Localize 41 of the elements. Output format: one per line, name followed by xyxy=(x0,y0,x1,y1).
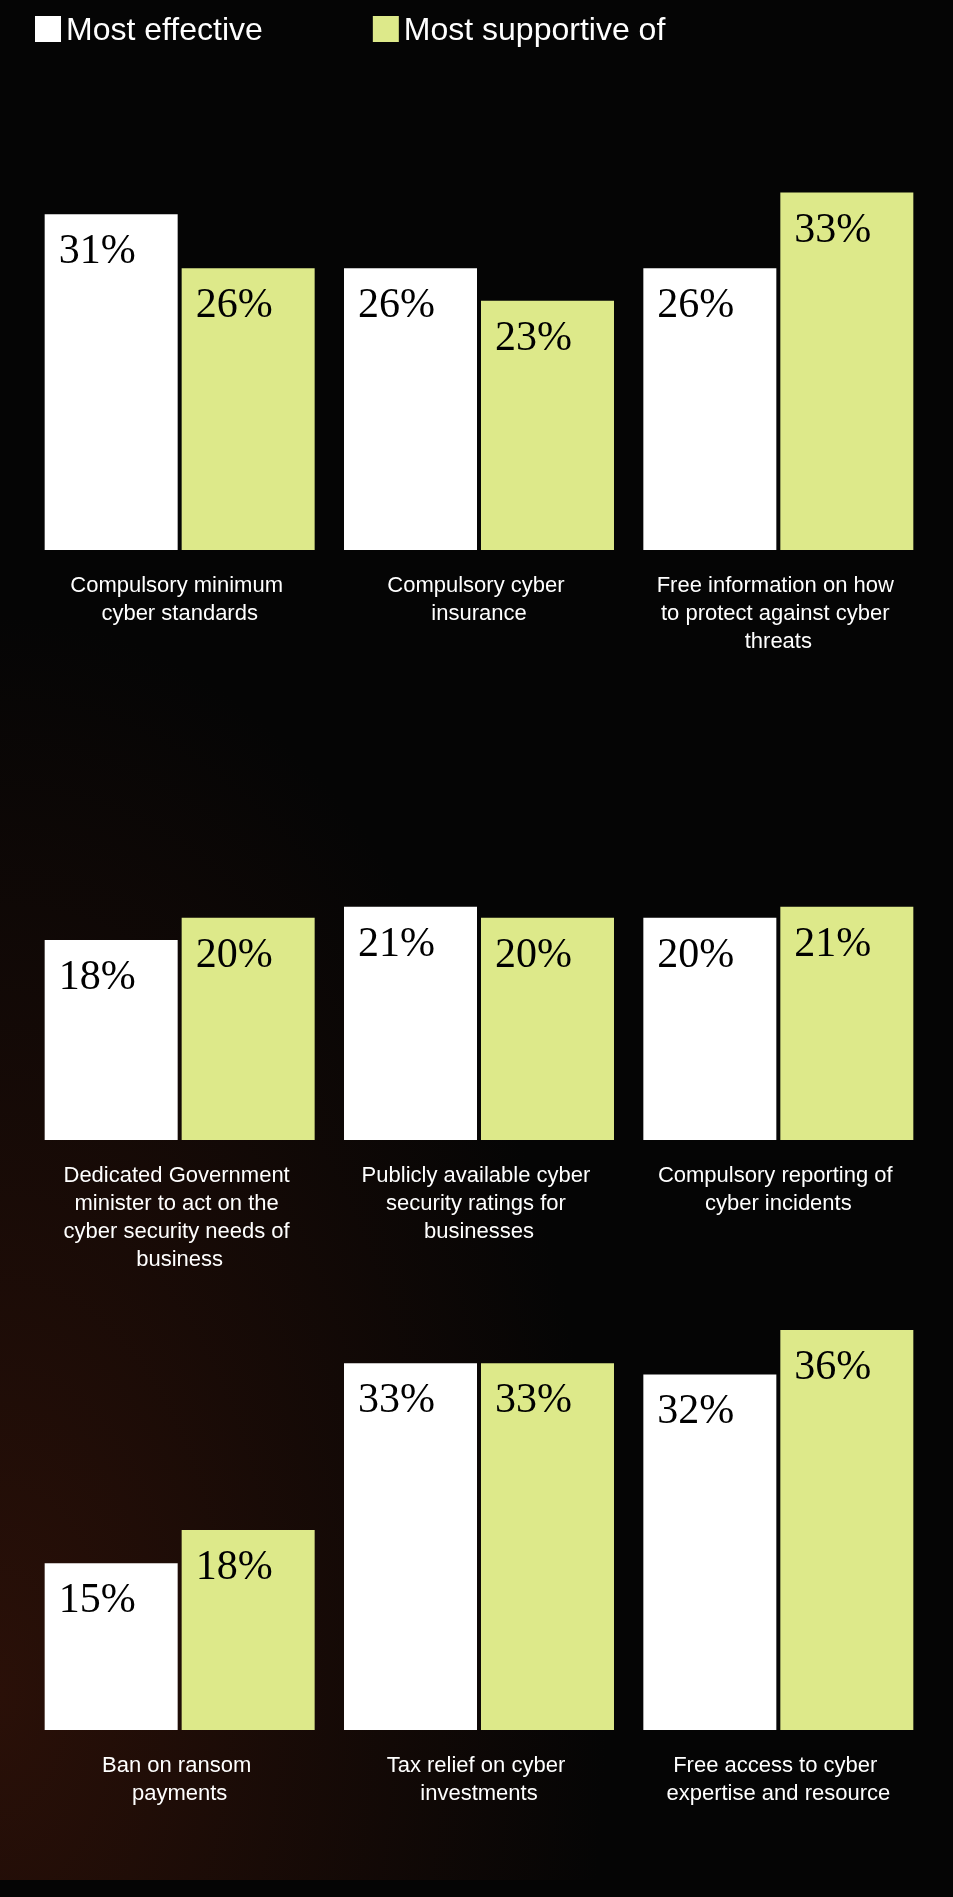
x-tick-label: Dedicated Government minister to act on the cyber security needs of business xyxy=(63,1161,296,1271)
bar xyxy=(481,1363,614,1730)
bar xyxy=(481,300,614,550)
legend-label: Most supportive of xyxy=(403,11,666,47)
data-label: 18% xyxy=(58,952,136,998)
data-label: 36% xyxy=(794,1342,872,1388)
data-label: 33% xyxy=(358,1375,436,1422)
data-label: 20% xyxy=(195,929,273,976)
data-label: 15% xyxy=(58,1575,136,1622)
x-tick-label: Tax relief on cyber investments xyxy=(386,1751,572,1805)
bar xyxy=(643,268,777,550)
bar xyxy=(780,192,914,550)
x-tick-label: Compulsory reporting of cyber incidents xyxy=(657,1161,899,1215)
data-label: 32% xyxy=(657,1386,735,1433)
data-label: 33% xyxy=(494,1375,572,1422)
bar xyxy=(181,268,315,550)
bar xyxy=(643,1374,777,1730)
x-tick-label: Compulsory cyber insurance xyxy=(387,571,571,625)
data-label: 26% xyxy=(657,280,735,327)
x-tick-label: Compulsory minimum cyber standards xyxy=(70,571,290,625)
bar xyxy=(344,268,478,550)
x-tick-label: Free information on how to protect against cyber threats xyxy=(656,571,901,653)
data-label: 18% xyxy=(195,1542,273,1588)
data-label: 31% xyxy=(58,226,136,273)
bar xyxy=(780,1330,914,1730)
x-tick-label: Ban on ransom payments xyxy=(102,1751,258,1805)
bar xyxy=(181,1530,315,1730)
data-label: 21% xyxy=(358,918,436,965)
x-tick-label: Publicly available cyber security ratings for businesses xyxy=(361,1161,597,1243)
data-label: 26% xyxy=(195,280,273,327)
legend-label: Most effective xyxy=(66,11,263,47)
data-label: 20% xyxy=(494,929,572,976)
data-label: 20% xyxy=(657,929,735,976)
bar xyxy=(44,1563,178,1730)
data-label: 26% xyxy=(358,280,436,327)
data-label: 21% xyxy=(794,918,872,965)
x-tick-label: Free access to cyber expertise and resource xyxy=(666,1751,891,1805)
data-label: 23% xyxy=(494,312,572,359)
bar xyxy=(344,1363,478,1730)
data-label: 33% xyxy=(794,204,872,251)
bar xyxy=(44,214,178,550)
